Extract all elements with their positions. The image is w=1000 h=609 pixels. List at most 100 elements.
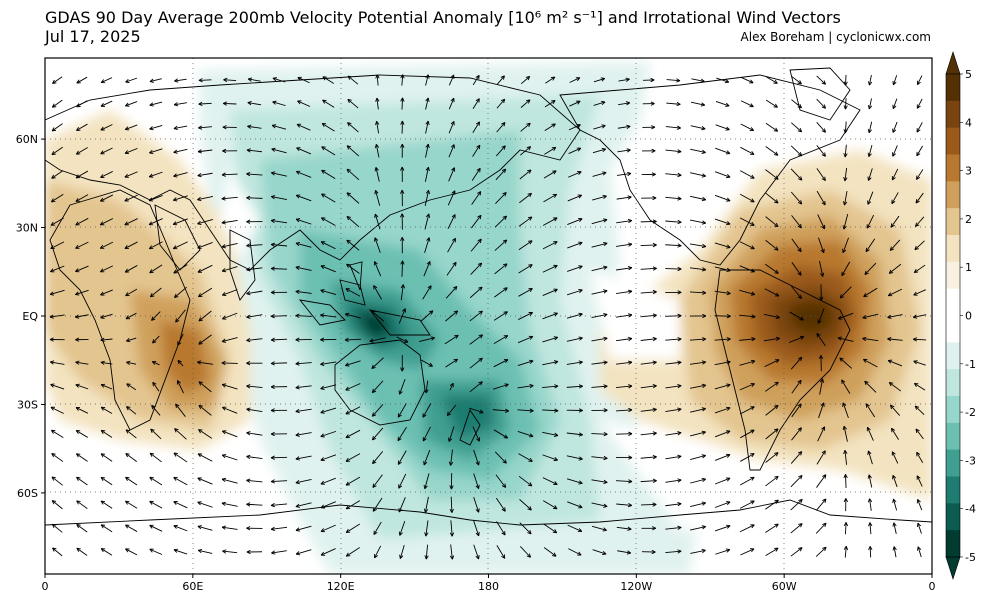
wind-vector — [346, 145, 360, 157]
wind-vector-head — [839, 357, 844, 362]
wind-vector — [714, 361, 731, 366]
wind-vector-head — [500, 98, 506, 104]
wind-vector-head — [346, 192, 351, 197]
wind-vector-head — [197, 548, 203, 554]
wind-vector — [173, 125, 188, 130]
wind-vector-head — [198, 317, 203, 322]
colorbar-label: 5 — [965, 68, 972, 81]
wind-vector-head — [501, 145, 506, 150]
wind-vector-head — [174, 293, 179, 299]
wind-vector — [173, 148, 188, 153]
wind-vector-head — [774, 175, 779, 180]
wind-vector-head — [774, 222, 779, 228]
wind-vector — [892, 98, 898, 109]
wind-vector-head — [246, 148, 251, 153]
wind-vector-head — [425, 74, 430, 79]
wind-vector-head — [402, 308, 406, 313]
wind-vector — [197, 195, 214, 201]
wind-vector — [496, 98, 506, 109]
wind-vector — [665, 149, 682, 153]
wind-vector-head — [916, 499, 921, 504]
wind-vector-head — [677, 172, 682, 178]
lon-tick-label: 60W — [772, 580, 797, 593]
wind-vector — [221, 243, 238, 248]
wind-vector-head — [99, 221, 105, 226]
wind-vector — [739, 383, 755, 391]
wind-vector-head — [701, 243, 707, 249]
wind-vector-head — [628, 360, 633, 365]
wind-vector — [765, 523, 779, 533]
wind-vector — [51, 123, 63, 132]
wind-vector-head — [726, 524, 731, 529]
wind-vector-head — [578, 408, 583, 413]
wind-vector — [765, 216, 779, 228]
wind-vector — [892, 145, 898, 157]
colorbar-segment — [946, 261, 960, 290]
wind-vector — [173, 525, 188, 532]
wind-vector-head — [625, 101, 631, 106]
wind-vector-head — [451, 190, 456, 195]
wind-vector — [149, 500, 163, 509]
wind-vector — [425, 144, 429, 158]
wind-vector-head — [837, 315, 843, 320]
wind-vector — [519, 546, 531, 558]
wind-vector — [493, 429, 508, 439]
wind-vector-head — [701, 149, 706, 154]
wind-vector-head — [99, 244, 105, 249]
wind-vector-head — [554, 408, 559, 413]
wind-vector — [913, 289, 926, 296]
wind-vector — [372, 497, 383, 512]
wind-vector-head — [399, 554, 404, 559]
wind-vector-head — [843, 498, 848, 503]
wind-vector-head — [915, 199, 920, 204]
wind-vector — [345, 313, 361, 319]
wind-vector-head — [479, 409, 484, 414]
wind-vector-head — [887, 292, 893, 297]
wind-vector — [740, 453, 755, 462]
wind-vector-head — [842, 225, 847, 230]
wind-vector — [816, 474, 827, 488]
wind-vector-head — [448, 437, 453, 442]
wind-vector-head — [347, 98, 352, 104]
wind-vector — [425, 74, 429, 86]
wind-vector-head — [600, 77, 606, 82]
wind-vector-head — [345, 434, 350, 439]
wind-vector-head — [222, 549, 227, 554]
wind-vector — [374, 213, 381, 230]
wind-vector — [197, 264, 213, 273]
wind-vector — [842, 402, 849, 419]
wind-vector — [765, 452, 779, 463]
wind-vector — [616, 480, 633, 482]
wind-vector-head — [476, 144, 481, 150]
colorbar-label: -4 — [965, 503, 976, 516]
wind-vector — [740, 548, 755, 556]
wind-vector-head — [867, 176, 872, 181]
wind-vector-head — [221, 268, 227, 273]
wind-vector-head — [149, 548, 154, 553]
wind-vector — [839, 357, 853, 369]
wind-vector — [765, 122, 778, 132]
wind-vector — [690, 408, 706, 413]
wind-vector — [665, 338, 682, 341]
wind-vector-head — [100, 174, 105, 178]
wind-vector-head — [49, 291, 55, 296]
wind-vector-head — [625, 77, 630, 82]
wind-vector — [591, 242, 608, 248]
wind-vector-head — [677, 360, 682, 365]
wind-vector-head — [150, 428, 155, 433]
wind-vector — [422, 426, 431, 442]
wind-vector — [424, 473, 430, 489]
wind-vector-head — [798, 547, 803, 552]
wind-vector — [375, 167, 380, 182]
wind-vector-head — [222, 406, 227, 411]
wind-vector — [346, 192, 360, 204]
wind-vector-head — [173, 102, 179, 107]
wind-vector — [914, 240, 925, 251]
wind-vector-head — [749, 103, 754, 108]
wind-vector-head — [172, 221, 178, 226]
wind-vector — [371, 404, 384, 417]
wind-vector-head — [725, 126, 730, 131]
wind-vector — [494, 451, 507, 464]
wind-vector — [868, 121, 873, 133]
wind-vector — [616, 361, 633, 365]
